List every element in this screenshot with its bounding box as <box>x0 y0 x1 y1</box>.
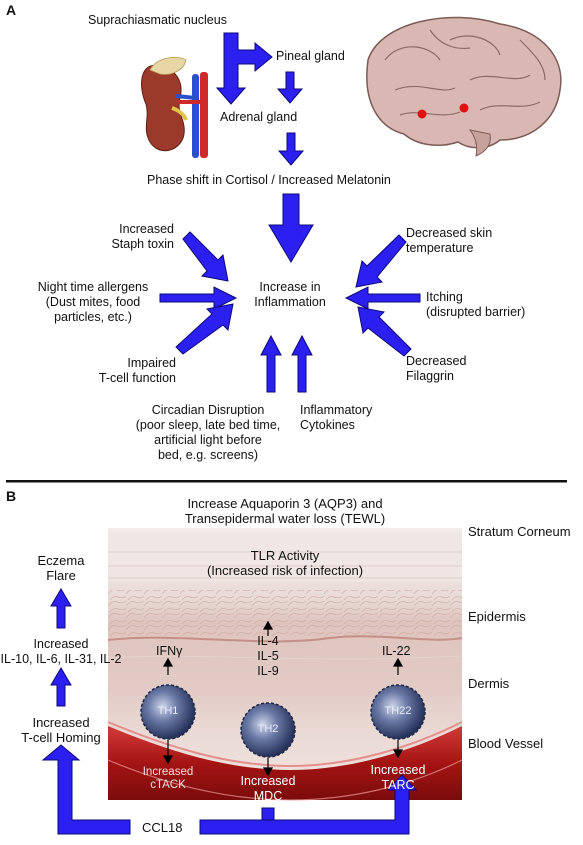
th-cells <box>140 684 426 758</box>
il-mid-label: IL-4 IL-5 IL-9 <box>257 634 279 678</box>
ccl18-label: CCL18 <box>142 820 183 835</box>
eczema-flare-label: Eczema Flare <box>37 553 85 583</box>
panel-b-arrows <box>41 588 418 835</box>
tlr-label: TLR Activity (Increased risk of infection… <box>206 548 364 578</box>
panel-a-arrows <box>159 32 421 393</box>
ifng-label: IFNγ <box>156 644 183 658</box>
tcell-function-label: Impaired T-cell function <box>98 356 176 385</box>
th2-label: TH2 <box>257 723 279 735</box>
blood-vessel <box>107 721 463 801</box>
pineal-to-adrenal-arrow <box>276 71 304 104</box>
mdc-label: Increased MDC <box>240 774 296 803</box>
th22-label: TH22 <box>384 705 412 717</box>
adrenal-label: Adrenal gland <box>220 110 298 124</box>
pineal-label: Pineal gland <box>276 49 345 63</box>
secretion-arrows <box>162 620 404 777</box>
ctack-label: Increased cTACK <box>142 766 194 791</box>
allergens-arrow <box>159 286 238 310</box>
circadian-arrow <box>260 334 282 393</box>
panel-divider <box>6 480 567 483</box>
interleukin-to-eczema-arrow <box>50 588 72 629</box>
staph-label: Increased Staph toxin <box>111 222 174 251</box>
stratum-corneum-label: Stratum Corneum <box>468 524 571 539</box>
panel-a-label: A <box>6 2 17 18</box>
dermis-label: Dermis <box>468 676 510 691</box>
mdc-to-ccl18-connector <box>261 807 275 821</box>
th2-cell <box>240 702 296 758</box>
itching-label: Itching (disrupted barrier) <box>426 290 526 319</box>
th22-cell <box>370 684 426 740</box>
homing-to-interleukin-arrow <box>50 667 72 707</box>
epidermis-label: Epidermis <box>468 609 526 624</box>
aqp3-label: Increase Aquaporin 3 (AQP3) and Transepid… <box>184 496 386 526</box>
th1-cell <box>140 684 196 740</box>
tcell-arrow <box>175 303 234 355</box>
itching-arrow <box>344 286 421 310</box>
tarc-label: Increased TARC <box>370 763 426 792</box>
skin-illustration <box>107 528 463 800</box>
brain-illustration <box>366 16 562 157</box>
blood-vessel-label: Blood Vessel <box>468 736 544 751</box>
kidney-illustration <box>141 56 208 158</box>
tcell-homing-label: Increased T-cell Homing <box>21 715 101 745</box>
il22-label: IL-22 <box>382 644 411 658</box>
scn-label: Suprachiasmatic nucleus <box>88 13 227 27</box>
circadian-label: Circadian Disruption (poor sleep, late be… <box>135 403 281 462</box>
panel-b-label: B <box>6 488 17 504</box>
staph-arrow <box>182 231 229 282</box>
filaggrin-arrow <box>357 306 412 357</box>
skin-temp-arrow <box>355 234 407 288</box>
cytokines-arrow <box>291 334 313 393</box>
adrenal-to-phase-arrow <box>277 132 305 166</box>
skin-temp-label: Decreased skin temperature <box>406 226 493 255</box>
phase-to-inflammation-arrow <box>268 193 314 263</box>
cytokines-label: Inflammatory Cytokines <box>300 403 373 432</box>
ccl18-loop-arrow <box>41 744 131 835</box>
scn-branch-arrow <box>215 32 273 105</box>
inflammation-label: Increase in Inflammation <box>254 280 326 309</box>
th1-label: TH1 <box>157 705 179 717</box>
filaggrin-label: Decreased Filaggrin <box>406 354 467 383</box>
ccl18-bar-right <box>199 774 418 835</box>
interleukins-label: Increased IL-10, IL-6, IL-31, IL-2 <box>0 637 122 666</box>
allergens-label: Night time allergens (Dust mites, food par… <box>37 280 149 324</box>
phase-shift-label: Phase shift in Cortisol / Increased Mela… <box>147 173 391 187</box>
